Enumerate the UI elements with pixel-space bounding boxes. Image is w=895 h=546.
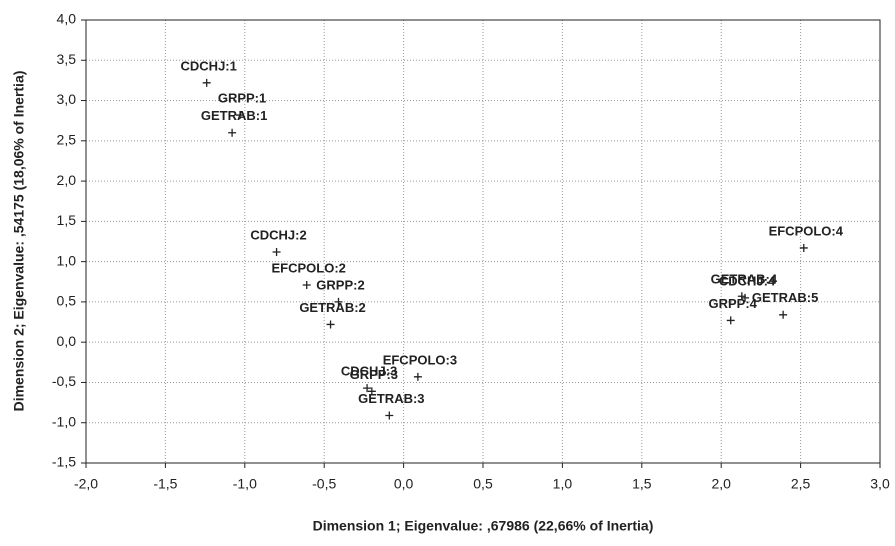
point-label: GETRAB:3 (358, 391, 424, 406)
point-label: GRPP:1 (218, 90, 266, 105)
y-axis-title: Dimension 2; Eigenvalue: ,54175 (18,06% … (11, 71, 27, 412)
y-tick-label: 2,5 (57, 132, 77, 148)
y-tick-label: 1,5 (57, 212, 77, 228)
y-tick-label: 3,5 (57, 51, 77, 67)
y-tick-label: -1,5 (52, 454, 76, 470)
x-tick-label: 2,0 (711, 476, 731, 492)
y-tick-label: 0,5 (57, 293, 77, 309)
point-label: CDCHJ:2 (250, 227, 306, 242)
point-label: CDCHJ:3 (341, 364, 397, 379)
x-tick-label: 2,5 (791, 476, 811, 492)
y-tick-label: 0,0 (57, 333, 77, 349)
point-label: EFCPOLO:3 (383, 352, 457, 367)
point (385, 411, 394, 420)
x-tick-label: 1,0 (553, 476, 573, 492)
x-tick-label: 1,5 (632, 476, 652, 492)
point (228, 128, 237, 137)
y-tick-label: 1,0 (57, 252, 77, 268)
y-tick-label: 4,0 (57, 11, 77, 27)
point (413, 372, 422, 381)
point (334, 297, 343, 306)
point-label: GETRAB:2 (299, 300, 365, 315)
point (272, 247, 281, 256)
x-axis-title: Dimension 1; Eigenvalue: ,67986 (22,66% … (313, 518, 654, 534)
point-label: CDCHJ:4 (719, 273, 776, 288)
x-tick-label: 0,0 (394, 476, 414, 492)
point (726, 316, 735, 325)
point (363, 384, 372, 393)
plot-frame (85, 19, 881, 464)
x-tick-label: -0,5 (312, 476, 336, 492)
y-tick-label: -1,0 (52, 413, 76, 429)
point-label: GRPP:3 (350, 367, 398, 382)
point-label: GRPP:2 (316, 277, 364, 292)
point (799, 243, 808, 252)
point-label: GETRAB:4 (711, 272, 778, 287)
y-tick-label: 2,0 (57, 172, 77, 188)
point-label: EFCPOLO:2 (272, 260, 346, 275)
point-label: EFCPOLO:4 (769, 223, 844, 238)
x-tick-label: -1,5 (153, 476, 177, 492)
point (302, 280, 311, 289)
x-tick-label: -1,0 (233, 476, 257, 492)
x-tick-label: -2,0 (74, 476, 98, 492)
y-tick-label: -0,5 (52, 373, 76, 389)
point-label: CDCHJ:1 (181, 58, 237, 73)
point (202, 78, 211, 87)
point (236, 111, 245, 120)
point (779, 310, 788, 319)
point (326, 320, 335, 329)
point-label: GRPP:4 (709, 296, 758, 311)
x-tick-label: 3,0 (870, 476, 890, 492)
point-label: GETRAB:1 (201, 108, 267, 123)
point-label: GETRAB:5 (752, 290, 818, 305)
point (741, 293, 750, 302)
y-tick-label: 3,0 (57, 91, 77, 107)
x-tick-label: 0,5 (473, 476, 493, 492)
point (367, 387, 376, 396)
